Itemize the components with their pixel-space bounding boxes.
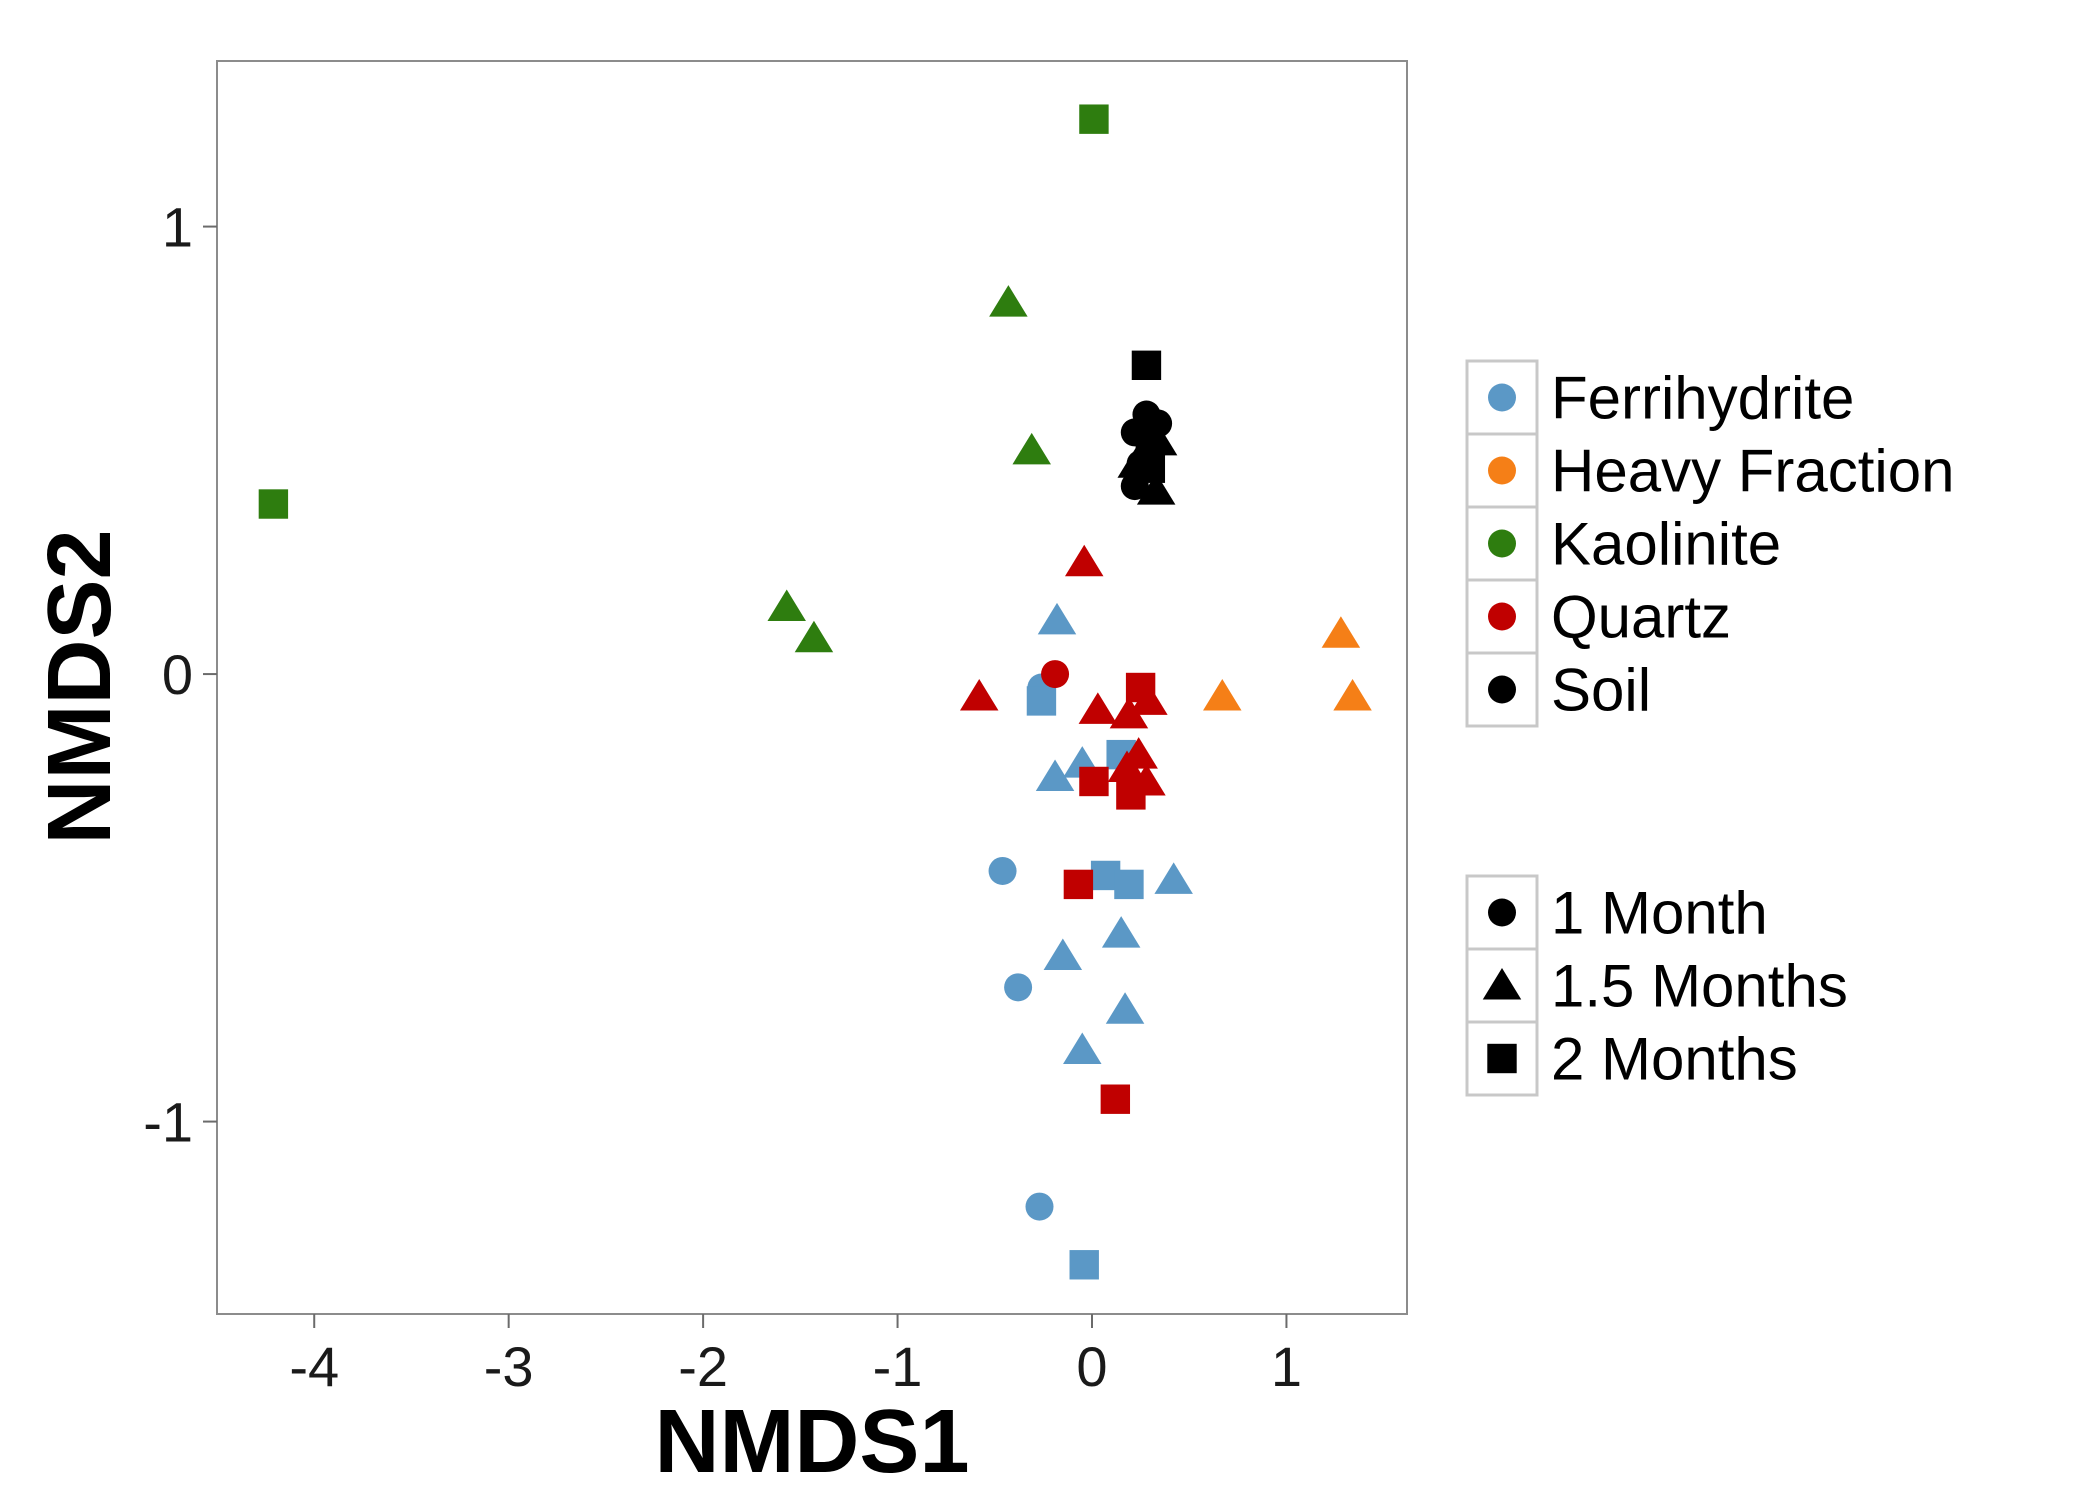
x-tick-label: -1 <box>873 1335 923 1398</box>
point-quartz-triangle <box>959 678 999 711</box>
point-quartz-square <box>1100 1084 1131 1114</box>
legend-label: Quartz <box>1551 584 1731 651</box>
point-quartz-triangle <box>1078 692 1118 724</box>
point-kaolinite-square <box>258 489 289 519</box>
legend-circle-icon <box>1488 898 1516 927</box>
point-soil-square <box>1135 453 1166 483</box>
point-kaolinite-triangle <box>767 589 806 621</box>
point-quartz-circle <box>1041 660 1070 689</box>
legend-circle-icon <box>1488 602 1516 631</box>
data-points <box>258 104 1372 1280</box>
legend-circle-icon <box>1488 456 1516 485</box>
point-heavy-fraction-triangle <box>1333 678 1372 711</box>
legend-label: Kaolinite <box>1551 511 1781 578</box>
legend-circle-icon <box>1488 675 1516 704</box>
point-ferrihydrite-square <box>1114 869 1144 900</box>
legend-label: 1.5 Months <box>1551 953 1848 1020</box>
point-heavy-fraction-triangle <box>1203 678 1242 711</box>
point-ferrihydrite-square <box>1026 686 1057 716</box>
point-ferrihydrite-triangle <box>1037 602 1077 635</box>
point-quartz-square <box>1116 780 1146 810</box>
point-ferrihydrite-triangle <box>1154 862 1193 894</box>
x-tick-label: -3 <box>484 1335 534 1398</box>
point-ferrihydrite-square <box>1069 1250 1099 1280</box>
point-quartz-square <box>1079 766 1109 797</box>
point-ferrihydrite-triangle <box>1101 916 1141 948</box>
y-tick-label: 0 <box>162 643 193 706</box>
y-axis-title: NMDS2 <box>30 529 130 844</box>
y-tick-label: 1 <box>162 196 193 259</box>
point-kaolinite-square <box>1079 104 1109 134</box>
x-tick-label: -4 <box>289 1335 339 1398</box>
point-ferrihydrite-circle <box>988 856 1017 885</box>
y-axis: -1 0 1 <box>143 196 217 1154</box>
legend-label: Soil <box>1551 657 1651 724</box>
point-ferrihydrite-triangle <box>1105 992 1145 1024</box>
x-axis-title: NMDS1 <box>654 1392 969 1492</box>
point-ferrihydrite-circle <box>1004 973 1033 1002</box>
point-soil-square <box>1135 426 1166 457</box>
y-tick-label: -1 <box>143 1091 193 1154</box>
x-tick-label: 0 <box>1076 1335 1107 1398</box>
legend-label: 2 Months <box>1551 1026 1798 1093</box>
point-ferrihydrite-triangle <box>1043 938 1083 970</box>
point-soil-square <box>1131 350 1162 380</box>
x-tick-label: -2 <box>678 1335 728 1398</box>
legend-circle-icon <box>1488 529 1516 558</box>
legend-square-icon <box>1487 1043 1517 1074</box>
legend-circle-icon <box>1488 383 1516 412</box>
point-quartz-triangle <box>1109 696 1149 729</box>
x-tick-label: 1 <box>1271 1335 1302 1398</box>
point-ferrihydrite-circle <box>1025 1192 1054 1221</box>
point-ferrihydrite-triangle <box>1035 759 1075 791</box>
legend-key <box>1465 359 1539 436</box>
legend-triangle-icon <box>1482 968 1522 1000</box>
point-ferrihydrite-triangle <box>1063 1032 1102 1064</box>
point-soil-triangle <box>1136 473 1176 505</box>
point-quartz-square <box>1063 869 1094 900</box>
point-heavy-fraction-triangle <box>1321 616 1361 648</box>
point-quartz-triangle <box>1107 750 1147 783</box>
plot-panel <box>216 60 1408 1315</box>
legend-label: Ferrihydrite <box>1551 365 1854 432</box>
point-kaolinite-triangle <box>1012 432 1051 465</box>
x-axis: -4 -3 -2 -1 0 1 <box>289 1314 1302 1398</box>
point-kaolinite-triangle <box>989 285 1028 317</box>
legend-label: Heavy Fraction <box>1551 438 1954 505</box>
point-quartz-square <box>1125 672 1156 703</box>
legend-label: 1 Month <box>1551 880 1768 947</box>
point-quartz-triangle <box>1064 544 1104 577</box>
point-kaolinite-triangle <box>794 620 834 653</box>
legend-key <box>1465 1020 1539 1097</box>
